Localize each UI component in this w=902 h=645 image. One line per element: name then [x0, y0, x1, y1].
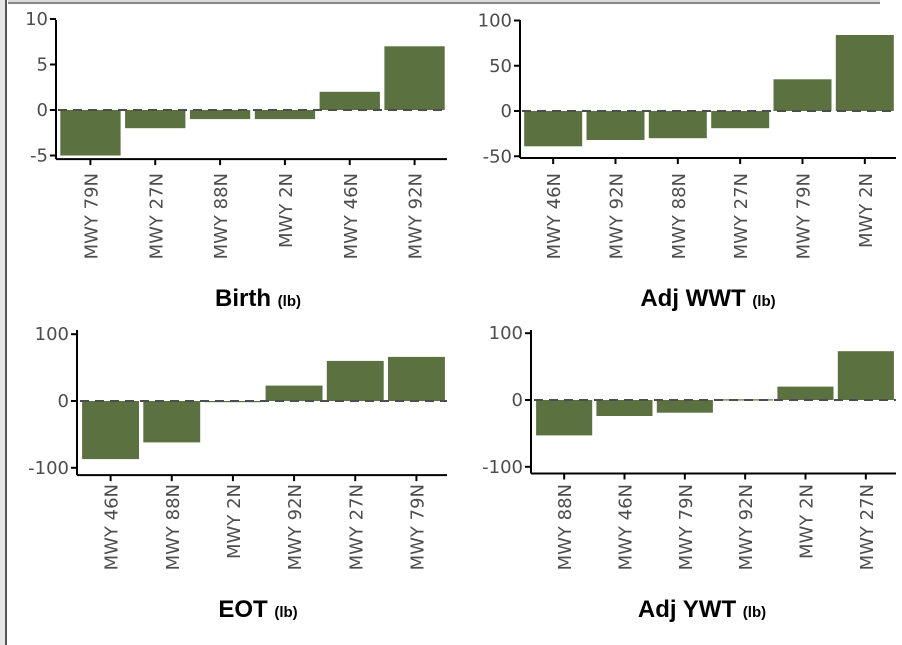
- bar-mwy-27n: [711, 111, 770, 129]
- y-tick-label: -100: [482, 457, 523, 478]
- bar-mwy-88n: [536, 400, 593, 436]
- x-tick-label: MWY 27N: [857, 484, 878, 570]
- x-tick-label: MWY 92N: [285, 484, 306, 570]
- panel-title: Birth (lb): [215, 285, 301, 312]
- x-tick-label: MWY 92N: [607, 173, 628, 259]
- y-tick-label: 10: [25, 9, 48, 30]
- y-tick-label: -50: [483, 146, 512, 167]
- y-tick-label: -100: [28, 458, 69, 479]
- panel-title-unit: (lb): [278, 293, 301, 310]
- x-tick-label: MWY 79N: [676, 484, 697, 570]
- bar-mwy-92n: [384, 46, 445, 110]
- x-tick-label: MWY 79N: [407, 484, 428, 570]
- bar-mwy-79n: [656, 400, 713, 413]
- panel-title-unit: (lb): [743, 604, 766, 621]
- x-tick-label: MWY 27N: [731, 173, 752, 259]
- bar-mwy-46n: [82, 401, 139, 460]
- window-left-edge: [0, 0, 7, 645]
- x-tick-label: MWY 46N: [544, 173, 565, 259]
- y-tick-label: 0: [501, 101, 512, 122]
- bar-mwy-46n: [524, 111, 583, 147]
- x-tick-label: MWY 79N: [794, 173, 815, 259]
- bar-mwy-27n: [326, 360, 384, 401]
- panel-adj-ywt: -100 0 100 MWY 88N MWY 46N MWY 79N MWY 92N MWY …: [482, 323, 896, 623]
- x-tick-label: MWY 2N: [856, 173, 877, 248]
- panel-adj-wwt: -50 0 50 100 MWY 46N MWY 92N MWY 88N MWY 27N MWY…: [478, 11, 896, 312]
- y-tick-label: 0: [37, 100, 48, 121]
- bar-mwy-92n: [586, 111, 645, 140]
- bar-mwy-79n: [60, 110, 121, 156]
- bar-mwy-88n: [143, 401, 201, 443]
- y-tick-label: 0: [512, 390, 523, 411]
- x-tick-label: MWY 27N: [346, 484, 367, 570]
- panel-title-unit: (lb): [274, 604, 297, 621]
- x-tick-label: MWY 2N: [224, 484, 245, 559]
- x-tick-label: MWY 88N: [555, 484, 576, 570]
- y-tick-label: 100: [489, 323, 523, 344]
- y-tick-label: -5: [30, 146, 48, 167]
- x-tick-label: MWY 92N: [406, 173, 427, 259]
- bar-mwy-46n: [319, 91, 380, 110]
- bar-mwy-79n: [773, 79, 832, 111]
- panel-title: Adj YWT (lb): [638, 596, 766, 623]
- bar-mwy-88n: [648, 111, 707, 139]
- bar-mwy-27n: [837, 351, 894, 400]
- y-tick-label: 5: [37, 55, 48, 76]
- x-tick-label: MWY 46N: [102, 484, 123, 570]
- x-tick-label: MWY 2N: [276, 173, 297, 248]
- bar-mwy-2n: [777, 386, 834, 400]
- panel-birth: -5 0 5 10 MWY 79N MWY 27N MWY 88N MWY 2N MWY 46N…: [25, 9, 447, 312]
- panel-title: EOT (lb): [218, 596, 297, 623]
- y-tick-label: 50: [489, 56, 512, 77]
- x-tick-label: MWY 88N: [211, 173, 232, 259]
- panel-title-text: Adj WWT: [640, 285, 752, 312]
- x-tick-label: MWY 46N: [341, 173, 362, 259]
- panel-title-unit: (lb): [752, 293, 775, 310]
- x-tick-label: MWY 2N: [797, 484, 818, 559]
- panel-title-text: Adj YWT: [638, 596, 743, 623]
- bar-mwy-79n: [388, 356, 445, 401]
- y-tick-label: 0: [58, 391, 69, 412]
- bar-mwy-88n: [189, 110, 251, 120]
- bar-mwy-92n: [265, 385, 323, 401]
- panel-title-text: Birth: [215, 285, 278, 312]
- x-tick-label: MWY 79N: [81, 173, 102, 259]
- x-tick-label: MWY 88N: [669, 173, 690, 259]
- bar-mwy-46n: [596, 400, 653, 416]
- panel-title-text: EOT: [218, 596, 274, 623]
- window-top-edge: [8, 0, 880, 4]
- x-tick-label: MWY 88N: [163, 484, 184, 570]
- x-tick-label: MWY 27N: [146, 173, 167, 259]
- y-tick-label: 100: [35, 324, 69, 345]
- bar-mwy-27n: [125, 110, 186, 129]
- bar-mwy-2n: [835, 35, 894, 111]
- panel-title: Adj WWT (lb): [640, 285, 775, 312]
- bar-mwy-2n: [254, 110, 316, 120]
- y-tick-label: 100: [478, 11, 512, 32]
- x-tick-label: MWY 92N: [736, 484, 757, 570]
- x-tick-label: MWY 46N: [616, 484, 637, 570]
- panel-eot: -100 0 100 MWY 46N MWY 88N MWY 2N MWY 92N MWY 2…: [28, 324, 447, 623]
